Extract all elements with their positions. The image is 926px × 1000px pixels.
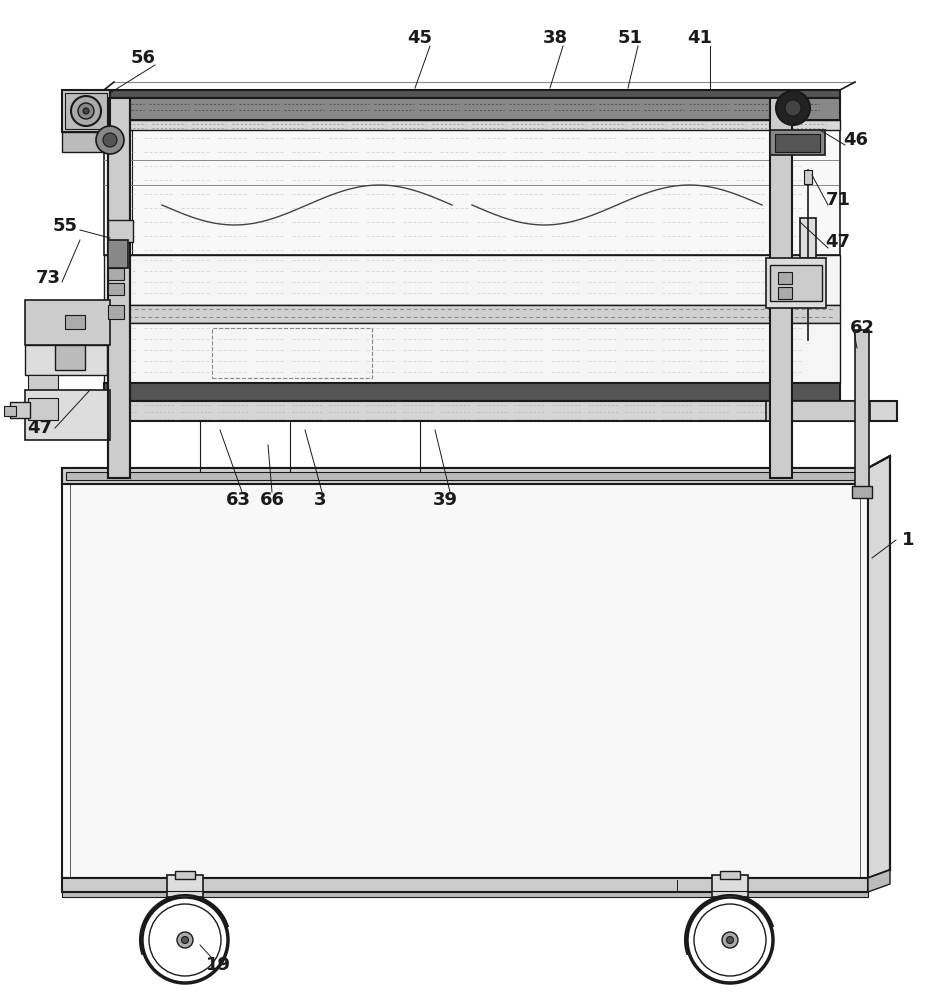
Text: 73: 73 [35,269,60,287]
Bar [104,305,840,323]
Bar [65,93,107,129]
Text: 46: 46 [844,131,869,149]
Text: 19: 19 [206,956,231,974]
Bar [104,255,840,305]
Bar [104,401,897,421]
Bar [804,170,812,184]
Bar [108,283,124,295]
Circle shape [142,897,228,983]
Bar [108,268,124,280]
Bar [720,871,740,879]
Bar [28,375,58,395]
Circle shape [687,897,773,983]
Bar [212,328,372,378]
Circle shape [785,100,801,116]
Bar [775,134,820,152]
Bar [167,875,203,897]
Circle shape [722,932,738,948]
Bar [104,130,840,255]
Text: 62: 62 [849,319,874,337]
Text: 1: 1 [902,531,914,549]
Text: 51: 51 [618,29,643,47]
Bar [766,401,870,421]
Bar [104,98,840,120]
Bar [66,472,864,480]
Bar [778,272,792,284]
Bar [778,287,792,299]
Bar [108,98,130,478]
Circle shape [83,108,89,114]
Bar [852,486,872,498]
Text: 38: 38 [543,29,568,47]
Polygon shape [868,870,890,892]
Bar [108,305,124,319]
Bar [108,240,128,268]
Circle shape [776,91,810,125]
Circle shape [177,932,193,948]
Text: 47: 47 [825,233,850,251]
Text: 39: 39 [432,491,457,509]
Circle shape [727,936,733,944]
Bar [104,323,840,383]
Bar [62,132,110,152]
Bar [108,220,133,242]
Bar [104,90,840,98]
Circle shape [71,96,101,126]
Bar [766,258,826,308]
Bar [25,345,107,375]
Bar [10,402,30,418]
Bar [770,98,792,478]
Bar [62,892,868,897]
Polygon shape [868,456,890,878]
Circle shape [149,904,221,976]
Text: 56: 56 [131,49,156,67]
Bar [25,390,110,440]
Text: 63: 63 [226,491,251,509]
Bar [25,300,110,345]
Bar [28,398,58,420]
Bar [62,878,868,892]
Text: 47: 47 [28,419,53,437]
Text: 41: 41 [687,29,712,47]
Bar [104,383,840,401]
Bar [175,871,195,879]
Bar [855,330,869,490]
Circle shape [181,936,189,944]
Text: 55: 55 [53,217,78,235]
Text: 3: 3 [314,491,326,509]
Bar [770,265,822,301]
Bar [55,345,85,370]
Circle shape [78,103,94,119]
Circle shape [103,133,117,147]
Bar [770,130,825,155]
Bar [4,406,16,416]
Circle shape [694,904,766,976]
Text: 66: 66 [259,491,284,509]
Bar [62,468,868,878]
Text: 71: 71 [825,191,850,209]
Bar [62,468,868,484]
Circle shape [96,126,124,154]
Bar [104,120,840,130]
Bar [65,315,85,329]
Bar [62,90,110,132]
Text: 45: 45 [407,29,432,47]
Bar [712,875,748,897]
Bar [800,218,816,258]
